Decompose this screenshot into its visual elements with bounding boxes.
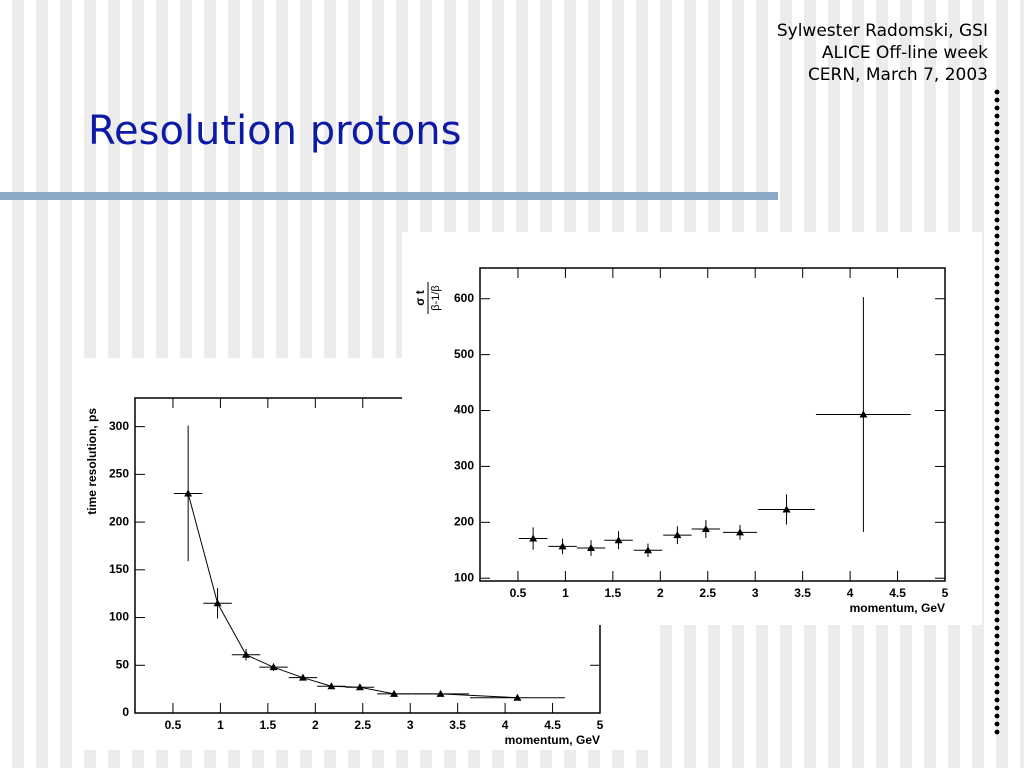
data-point (213, 599, 222, 607)
data-point (242, 650, 251, 658)
x-tick-label: 3 (407, 718, 414, 732)
data-point (184, 489, 193, 497)
y-tick-label: 400 (454, 403, 474, 417)
author-line: Sylwester Radomski, GSI (776, 21, 988, 41)
data-point (436, 689, 445, 697)
plot-frame (479, 267, 946, 582)
y-label-numerator: σ t (413, 290, 427, 306)
x-tick-label: 1.5 (605, 586, 622, 600)
x-tick-label: 3.5 (449, 718, 466, 732)
x-tick-label: 4 (502, 718, 509, 732)
data-point (390, 689, 399, 697)
y-axis-label: time resolution, ps (85, 408, 99, 515)
data-point (513, 693, 522, 701)
y-tick-label: 100 (454, 570, 474, 584)
data-point (643, 546, 652, 554)
dotted-border (994, 88, 1000, 736)
y-tick-label: 50 (116, 657, 130, 671)
y-tick-label: 150 (109, 562, 129, 576)
y-tick-label: 200 (454, 514, 474, 528)
y-tick-label: 300 (109, 419, 129, 433)
x-tick-label: 1 (217, 718, 224, 732)
data-point (587, 544, 596, 552)
y-tick-label: 250 (109, 467, 129, 481)
x-tick-label: 0.5 (165, 718, 182, 732)
data-point (298, 673, 307, 681)
data-point (327, 682, 336, 690)
title-rule (0, 192, 778, 200)
chart: 100 200 300 400 500 600 0.5 1 1.5 2 2.5 3 3.5 4 4.5 5mo… (402, 232, 982, 625)
x-tick-label: 3.5 (794, 586, 811, 600)
data-point (269, 663, 278, 671)
y-axis-label: σ t β-1/β (413, 282, 442, 314)
x-tick-label: 1 (562, 586, 569, 600)
y-tick-label: 300 (454, 459, 474, 473)
x-tick-label: 3 (752, 586, 759, 600)
y-tick-label: 500 (454, 347, 474, 361)
x-tick-label: 5 (942, 586, 949, 600)
data-point (355, 683, 364, 691)
y-label-denominator: β-1/β (430, 285, 442, 311)
x-tick-label: 4.5 (544, 718, 561, 732)
author-line: ALICE Off-line week (821, 43, 988, 63)
x-tick-label: 0.5 (510, 586, 527, 600)
x-tick-label: 4 (847, 586, 854, 600)
x-tick-label: 2 (312, 718, 319, 732)
x-tick-label: 1.5 (260, 718, 277, 732)
y-tick-label: 0 (122, 705, 129, 719)
data-point (859, 410, 868, 418)
author-block: Sylwester Radomski, GSI ALICE Off-line w… (777, 20, 988, 86)
x-tick-label: 2.5 (699, 586, 716, 600)
data-point (558, 542, 567, 550)
data-point (736, 528, 745, 536)
data-point (673, 531, 682, 539)
y-tick-label: 600 (454, 291, 474, 305)
x-axis-label: momentum, GeV (850, 601, 945, 615)
data-point (529, 534, 538, 542)
data-point (614, 536, 623, 544)
data-point (782, 505, 791, 513)
y-tick-label: 100 (109, 610, 129, 624)
x-axis-label: momentum, GeV (505, 733, 600, 747)
x-tick-label: 5 (597, 718, 604, 732)
x-tick-label: 2 (657, 586, 664, 600)
data-point (701, 525, 710, 533)
author-line: CERN, March 7, 2003 (807, 65, 988, 85)
x-tick-label: 4.5 (889, 586, 906, 600)
x-tick-label: 2.5 (354, 718, 371, 732)
slide-title: Resolution protons (88, 108, 462, 154)
y-tick-label: 200 (109, 514, 129, 528)
